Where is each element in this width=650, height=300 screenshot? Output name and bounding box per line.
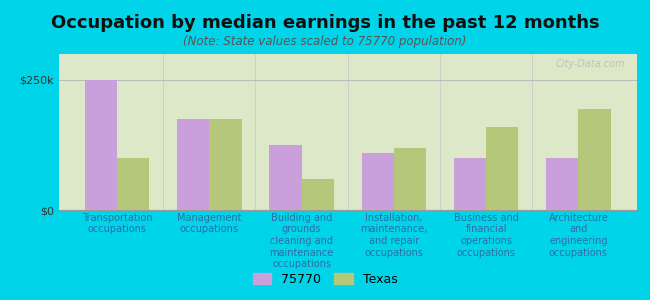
Legend: 75770, Texas: 75770, Texas: [248, 268, 402, 291]
Bar: [486, 127, 519, 210]
Bar: [454, 158, 486, 210]
Bar: [361, 153, 394, 210]
Text: City-Data.com: City-Data.com: [556, 59, 625, 69]
Bar: [84, 80, 117, 210]
Bar: [394, 148, 426, 210]
Bar: [546, 158, 578, 210]
Bar: [117, 158, 150, 210]
Bar: [578, 109, 611, 210]
Bar: [302, 179, 334, 210]
Bar: [209, 119, 242, 210]
Text: (Note: State values scaled to 75770 population): (Note: State values scaled to 75770 popu…: [183, 34, 467, 47]
Bar: [269, 145, 302, 210]
Bar: [177, 119, 209, 210]
Text: Occupation by median earnings in the past 12 months: Occupation by median earnings in the pas…: [51, 14, 599, 32]
